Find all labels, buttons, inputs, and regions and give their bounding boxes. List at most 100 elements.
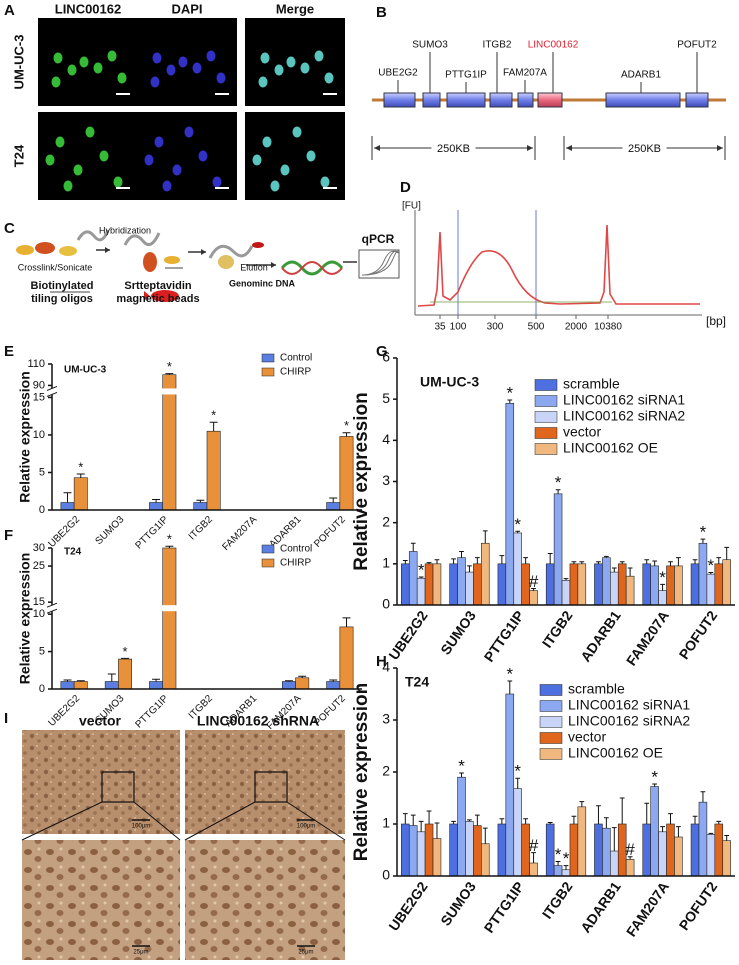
icon — [143, 252, 157, 272]
panel-a: A LINC00162 DAPI Merge UM-UC-3 T24 — [4, 1, 345, 200]
bar — [206, 430, 221, 511]
nucleus — [45, 154, 55, 166]
nucleus — [117, 72, 127, 84]
error-bar — [627, 567, 633, 577]
panel-label: F — [4, 527, 13, 544]
y-axis-label: [FU] — [402, 201, 421, 212]
bar — [561, 869, 571, 877]
bar — [690, 563, 700, 606]
error-bar — [152, 678, 161, 682]
error-bar — [165, 545, 174, 548]
x-tick-label: UBE2G2 — [46, 693, 82, 729]
bar — [602, 557, 611, 606]
y-axis-label: Relative expression — [17, 371, 33, 503]
bar — [650, 565, 659, 606]
significance: * — [418, 560, 425, 579]
nucleus — [212, 176, 222, 188]
y-tick-label: 1 — [382, 555, 390, 571]
y-tick-label: 6 — [382, 349, 390, 365]
legend-label: LINC00162 OE — [563, 440, 658, 456]
y-tick-label: 0 — [382, 596, 390, 612]
error-bar — [547, 821, 553, 824]
x-tick-label: 100 — [450, 322, 467, 333]
nucleus — [73, 164, 83, 176]
icon — [218, 255, 234, 269]
error-bar — [474, 814, 480, 826]
panel-c: C Hybridization Crosslink/Sonicate Elution… — [4, 220, 400, 305]
bar — [193, 502, 208, 511]
panel-i: I 100μm 100μm 25μm 25μm vector LINC00162 shRN… — [4, 710, 346, 960]
label-bg — [622, 141, 667, 155]
error-bar — [342, 432, 351, 437]
nucleus — [53, 52, 63, 64]
y-tick-label: 10 — [33, 429, 45, 441]
nucleus — [154, 136, 164, 148]
x-tick-label: ITGB2 — [539, 878, 576, 921]
bar — [432, 838, 442, 877]
legend-swatch — [534, 411, 558, 423]
bar — [339, 626, 354, 690]
reagent-label: tiling oligos — [31, 293, 93, 305]
bar — [722, 840, 731, 877]
y-tick-label: 10 — [33, 608, 45, 620]
arrow — [271, 262, 276, 268]
error-bar — [579, 801, 585, 807]
x-tick-label: POFUT2 — [312, 693, 348, 729]
break-mark — [46, 385, 58, 397]
error-bar — [596, 561, 601, 564]
significance: # — [625, 840, 635, 859]
chart-subtitle: T24 — [64, 547, 82, 558]
bar — [706, 573, 716, 606]
icon — [76, 229, 110, 242]
error-bar — [708, 832, 714, 835]
reagent-label: Biotinylated — [31, 280, 94, 292]
error-bar — [644, 559, 650, 564]
bar — [118, 658, 133, 690]
bar — [295, 677, 310, 690]
bar — [577, 806, 587, 877]
legend-swatch — [539, 732, 563, 744]
bar — [602, 827, 611, 877]
error-bar — [434, 822, 440, 839]
y-tick-label: 110 — [27, 358, 45, 370]
step-label: qPCR — [362, 232, 395, 246]
gene-label: LINC00162 — [528, 40, 579, 51]
nucleus — [107, 50, 117, 62]
bar — [650, 786, 659, 877]
bar — [465, 571, 474, 606]
y-tick-label: 0 — [382, 867, 390, 883]
error-bar — [571, 815, 577, 824]
y-tick-label: 3 — [382, 711, 390, 727]
bar — [529, 590, 538, 606]
bar — [577, 563, 587, 606]
nucleus — [85, 126, 95, 138]
x-tick-label: ADARB1 — [577, 607, 624, 664]
bar — [60, 681, 75, 690]
bar — [513, 532, 522, 606]
bar — [594, 563, 603, 606]
nucleus — [324, 72, 334, 84]
icon — [35, 242, 55, 254]
x-tick-label: FAM207A — [220, 514, 259, 553]
legend-swatch — [261, 367, 275, 377]
legend-label: LINC00162 siRNA1 — [563, 392, 685, 408]
bar — [706, 834, 716, 877]
bar — [104, 681, 119, 690]
significance: * — [78, 459, 83, 474]
nucleus — [198, 150, 208, 162]
x-tick-label: POFUT2 — [676, 878, 721, 933]
significance: # — [529, 572, 539, 591]
row-label: UM-UC-3 — [11, 35, 26, 90]
legend-swatch — [534, 427, 558, 439]
legend-swatch — [539, 748, 563, 760]
scale-label: 100μm — [132, 824, 150, 830]
bar — [416, 577, 426, 606]
nucleus — [270, 180, 280, 192]
gene-box — [422, 92, 441, 108]
legend-label: LINC00162 siRNA2 — [568, 713, 690, 729]
error-bar — [499, 555, 505, 564]
error-bar — [209, 421, 218, 432]
legend-label: CHIRP — [280, 558, 311, 569]
x-tick-label: 35 — [434, 322, 446, 333]
bar — [610, 850, 619, 877]
